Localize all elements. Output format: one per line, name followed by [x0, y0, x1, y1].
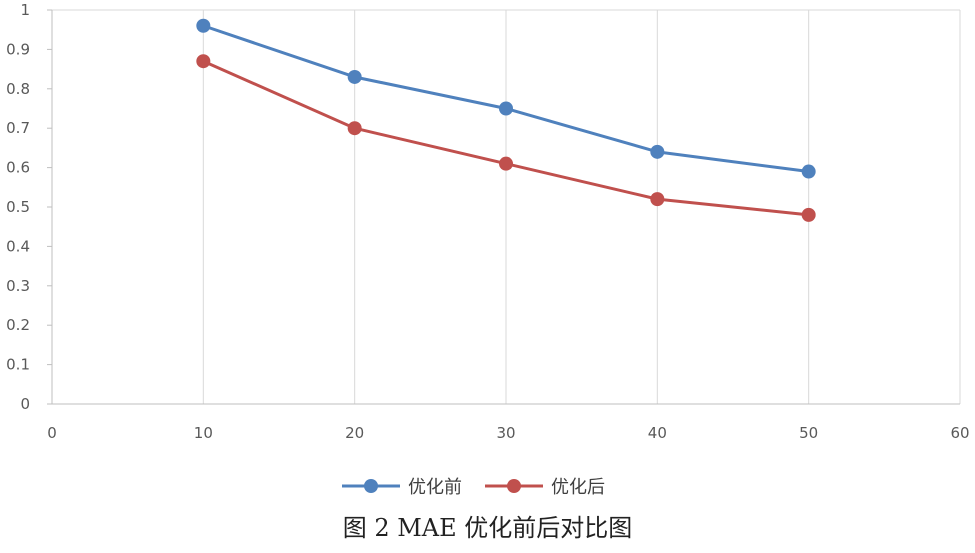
chart: 0 0.1 0.2 0.3 0.4 0.5 0.6 0.7 0.8 0.9 1 0 10 20 30 40 5… [6, 1, 969, 498]
legend-label: 优化后 [551, 477, 605, 498]
data-point [650, 192, 665, 207]
data-point [196, 54, 211, 69]
data-point [499, 101, 513, 116]
legend-marker [507, 479, 521, 493]
series-group [196, 18, 816, 222]
x-tick-label: 0 [47, 424, 57, 442]
x-tick-label: 60 [950, 424, 969, 442]
legend-label: 优化前 [408, 477, 462, 498]
x-tick-label: 20 [345, 424, 364, 442]
y-tick-label: 0.5 [6, 198, 30, 216]
figure-caption: 图 2 MAE 优化前后对比图 [342, 514, 633, 542]
axes [47, 9, 960, 405]
legend: 优化前 优化后 [342, 477, 605, 498]
data-point [801, 164, 816, 179]
y-tick-label: 0.9 [6, 40, 30, 58]
x-tick-label: 10 [194, 424, 213, 442]
y-tick-label: 0.1 [6, 356, 30, 374]
y-tick-label: 1 [20, 1, 30, 19]
y-tick-labels: 0 0.1 0.2 0.3 0.4 0.5 0.6 0.7 0.8 0.9 1 [6, 1, 30, 413]
y-tick-label: 0 [20, 395, 30, 413]
y-tick-label: 0.6 [6, 159, 30, 177]
y-tick-label: 0.7 [6, 119, 30, 137]
y-tick-label: 0.4 [6, 237, 30, 255]
data-point [650, 144, 665, 159]
data-point [499, 156, 513, 171]
grid-lines [52, 9, 961, 404]
y-tick-label: 0.2 [6, 316, 30, 334]
x-tick-labels: 0 10 20 30 40 50 60 [47, 424, 969, 442]
x-tick-label: 50 [799, 424, 818, 442]
data-point [347, 69, 362, 84]
y-tick-label: 0.3 [6, 277, 30, 295]
data-point [801, 207, 816, 222]
legend-marker [364, 479, 378, 493]
data-point [347, 121, 362, 136]
data-point [196, 18, 211, 33]
x-tick-label: 40 [648, 424, 667, 442]
x-tick-label: 30 [496, 424, 515, 442]
y-tick-label: 0.8 [6, 80, 30, 98]
